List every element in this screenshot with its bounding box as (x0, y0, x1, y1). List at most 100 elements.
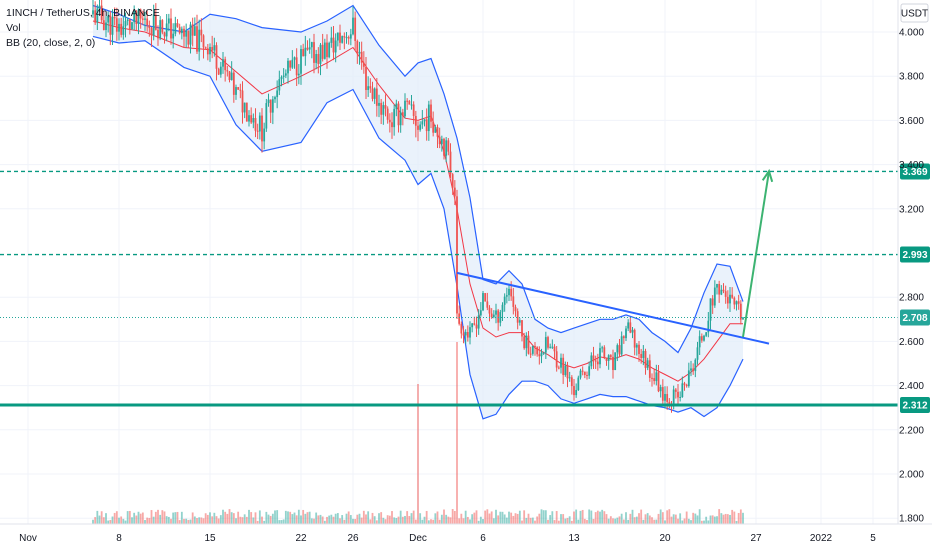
candle-body (674, 389, 677, 392)
candle-body (553, 346, 556, 352)
candle-body (421, 121, 424, 125)
volume-bar (521, 520, 523, 524)
volume-bar (722, 514, 725, 524)
candle-body (523, 336, 526, 349)
volume-bar (196, 518, 198, 524)
volume-bar (146, 517, 149, 524)
candle-body (228, 71, 231, 81)
candle-body (638, 344, 640, 355)
volume-bar (713, 516, 716, 524)
volume-bar (122, 518, 125, 524)
candle-body (100, 5, 103, 21)
candle-body (146, 18, 149, 26)
volume-bar (334, 513, 337, 524)
volume-bar (471, 514, 474, 524)
volume-bar (700, 520, 703, 524)
candle-body (430, 104, 432, 122)
volume-bar (549, 515, 552, 524)
price-tick-label: 3.200 (899, 204, 924, 215)
candle-body (224, 59, 227, 71)
price-level-tag (900, 309, 930, 326)
volume-bar (492, 518, 495, 524)
candle-body (681, 383, 684, 397)
volume-bar (681, 520, 684, 524)
volume-bar (159, 514, 162, 524)
volume-bar (466, 516, 469, 524)
volume-bar (711, 515, 714, 524)
volume-bar (596, 510, 599, 524)
horizontal-levels[interactable]: 3.369 2.993 2.708 2.312 (0, 163, 930, 414)
candle-body (499, 312, 502, 323)
volume-bar (458, 518, 461, 524)
volume-bar (375, 520, 378, 524)
candle-body (115, 18, 118, 32)
candle-body (295, 57, 298, 76)
symbol-title[interactable]: 1INCH / TetherUS, 4h, BINANCE (6, 7, 160, 19)
currency-badge[interactable] (900, 3, 929, 23)
volume-indicator-label[interactable]: Vol (6, 22, 21, 34)
volume-bar (150, 510, 153, 524)
volume-bar (380, 512, 383, 524)
candle-body (375, 88, 378, 106)
volume-bar (211, 516, 214, 524)
volume-bar (202, 518, 205, 524)
candle-body (232, 72, 235, 95)
candle-body (492, 314, 495, 318)
candle-body (96, 8, 99, 23)
candle-body (536, 347, 539, 355)
volume-bar (586, 520, 588, 524)
candle-body (280, 76, 283, 80)
volume-bar (430, 519, 432, 524)
candle-body (131, 22, 133, 30)
volume-bar (620, 513, 623, 524)
candle-body (367, 86, 370, 90)
candle-body (434, 127, 437, 133)
volume-bar (399, 510, 402, 524)
volume-bar (141, 512, 144, 524)
price-axis[interactable]: USDT 4.000 3.800 3.600 3.400 3.200 2.800 2.600… (897, 0, 929, 525)
candle-body (568, 377, 571, 379)
candle-body (625, 328, 627, 339)
candle-body (306, 47, 309, 50)
candle-body (614, 352, 617, 371)
volume-bar (486, 509, 489, 524)
candle-body (694, 359, 697, 372)
volume-bar (148, 517, 151, 524)
volume-bar (174, 512, 177, 524)
drawings[interactable] (456, 168, 774, 345)
volume-bar (473, 512, 476, 524)
volume-bar (670, 516, 673, 524)
volume-bar (638, 513, 640, 524)
candle-body (152, 14, 155, 36)
candle-body (703, 335, 705, 341)
candle-body (406, 100, 409, 102)
candle-body (178, 26, 181, 34)
candle-body (586, 374, 588, 376)
candle-body (690, 368, 692, 371)
candle-body (739, 303, 742, 320)
candle-body (293, 57, 296, 60)
volume-bar (226, 513, 229, 524)
candle-body (514, 306, 517, 312)
volume-bar (547, 519, 549, 524)
volume-bar (655, 519, 658, 524)
volume-bar (570, 520, 573, 524)
volume-bar (170, 518, 172, 524)
volume-bar (256, 520, 259, 524)
volume-bar (573, 511, 575, 524)
volume-bar (185, 518, 188, 524)
volume-bar (326, 516, 328, 524)
candle-body (544, 337, 547, 353)
candle-body (241, 90, 244, 113)
candle-body (276, 90, 279, 98)
candle-body (666, 394, 669, 402)
volume-bar (716, 516, 718, 524)
bollinger-indicator-label[interactable]: BB (20, close, 2, 0) (6, 37, 96, 49)
candle-body (258, 115, 261, 132)
candle-body (588, 366, 591, 376)
candle-body (436, 127, 439, 137)
volume-bar (282, 519, 285, 524)
time-axis[interactable]: Nov 8 15 22 26 Dec 6 13 20 27 2022 5 (0, 523, 932, 544)
volume-bar (709, 515, 712, 524)
